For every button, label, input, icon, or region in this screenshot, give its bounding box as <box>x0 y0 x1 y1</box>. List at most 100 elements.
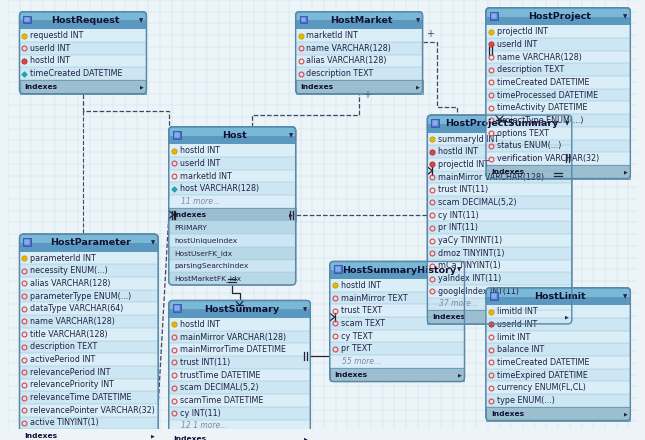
Text: ▼: ▼ <box>457 268 462 273</box>
Text: activePeriod INT: activePeriod INT <box>30 355 95 364</box>
Bar <box>295 42 422 55</box>
Bar <box>486 76 630 89</box>
Text: HostSummary: HostSummary <box>204 305 279 314</box>
Text: timeCreated DATETIME: timeCreated DATETIME <box>497 78 589 87</box>
Text: trust INT(11): trust INT(11) <box>179 358 230 367</box>
Bar <box>330 270 464 279</box>
Bar <box>486 381 630 394</box>
FancyBboxPatch shape <box>486 8 630 179</box>
Bar <box>428 158 571 171</box>
Bar <box>169 221 295 234</box>
Bar <box>295 67 422 80</box>
Text: Indexes: Indexes <box>25 433 57 439</box>
Text: timeExpired DATETIME: timeExpired DATETIME <box>497 370 588 380</box>
Text: hostUniqueIndex: hostUniqueIndex <box>175 238 238 243</box>
Bar <box>295 21 422 29</box>
Text: userId INT: userId INT <box>497 40 537 49</box>
Text: status ENUM(...): status ENUM(...) <box>497 141 561 150</box>
Text: hostId INT: hostId INT <box>179 146 219 155</box>
Text: timeCreated DATETIME: timeCreated DATETIME <box>497 358 589 367</box>
Text: +: + <box>363 90 371 99</box>
Text: yaIndex INT(11): yaIndex INT(11) <box>438 274 501 283</box>
Text: HostUserFK_idx: HostUserFK_idx <box>175 250 233 257</box>
Bar <box>432 120 438 126</box>
Text: Indexes: Indexes <box>174 212 207 218</box>
Text: projectId INT: projectId INT <box>438 160 489 169</box>
Text: hostId INT: hostId INT <box>438 147 478 156</box>
Bar <box>428 272 571 285</box>
Bar <box>428 285 571 297</box>
FancyBboxPatch shape <box>330 261 464 279</box>
Text: ▶: ▶ <box>304 436 307 440</box>
Bar <box>23 15 31 23</box>
Text: relevancePriority INT: relevancePriority INT <box>30 381 114 389</box>
FancyBboxPatch shape <box>169 127 295 285</box>
Bar <box>330 279 464 292</box>
Bar <box>169 331 310 344</box>
Text: name VARCHAR(128): name VARCHAR(128) <box>306 44 392 53</box>
Text: ▼: ▼ <box>139 18 144 23</box>
Text: ▼: ▼ <box>151 240 155 246</box>
Text: ▶: ▶ <box>152 434 155 439</box>
Text: scam DECIMAL(5,2): scam DECIMAL(5,2) <box>438 198 517 207</box>
Text: limitId INT: limitId INT <box>497 307 537 316</box>
FancyBboxPatch shape <box>428 115 571 324</box>
Text: projectId INT: projectId INT <box>497 27 548 36</box>
Text: Indexes: Indexes <box>335 372 368 378</box>
Bar <box>169 157 295 170</box>
Text: HostRequest: HostRequest <box>51 16 119 25</box>
Bar <box>330 292 464 304</box>
FancyBboxPatch shape <box>295 12 422 94</box>
Bar <box>490 292 498 300</box>
Bar <box>169 381 310 394</box>
Text: ▼: ▼ <box>565 121 569 126</box>
Text: mainMirror TEXT: mainMirror TEXT <box>341 293 407 303</box>
FancyBboxPatch shape <box>486 288 630 421</box>
FancyBboxPatch shape <box>428 115 571 133</box>
Bar <box>169 144 295 157</box>
Text: HostSummaryHistory: HostSummaryHistory <box>342 266 456 275</box>
Bar <box>486 305 630 318</box>
Bar <box>428 183 571 196</box>
Text: necessity ENUM(...): necessity ENUM(...) <box>30 266 108 275</box>
Bar <box>169 260 295 272</box>
Text: PRIMARY: PRIMARY <box>175 225 208 231</box>
Bar <box>486 356 630 369</box>
Text: ▶: ▶ <box>624 169 628 174</box>
Bar <box>19 42 146 55</box>
Bar <box>19 404 158 417</box>
Bar <box>428 171 571 183</box>
Bar <box>19 417 158 429</box>
Bar <box>428 209 571 221</box>
Bar <box>19 243 158 252</box>
Bar <box>295 55 422 67</box>
Bar <box>19 315 158 328</box>
Bar <box>169 407 310 420</box>
Bar <box>19 341 158 353</box>
Text: Indexes: Indexes <box>174 436 207 440</box>
FancyBboxPatch shape <box>19 12 146 29</box>
Bar <box>169 356 310 369</box>
Text: projectType ENUM(...): projectType ENUM(...) <box>497 116 583 125</box>
Bar <box>19 328 158 341</box>
Text: Indexes: Indexes <box>25 84 57 90</box>
Bar <box>169 144 295 208</box>
Bar <box>428 196 571 209</box>
Bar <box>428 133 571 310</box>
Text: relevancePeriod INT: relevancePeriod INT <box>30 368 111 377</box>
Bar <box>19 29 146 42</box>
Text: alias VARCHAR(128): alias VARCHAR(128) <box>306 56 387 66</box>
Bar <box>428 145 571 158</box>
Bar <box>486 89 630 102</box>
Bar <box>169 318 310 432</box>
FancyBboxPatch shape <box>19 234 158 440</box>
Text: googleIndex INT(11): googleIndex INT(11) <box>438 287 519 296</box>
Text: scam DECIMAL(5,2): scam DECIMAL(5,2) <box>179 383 258 392</box>
Bar <box>330 317 464 330</box>
Bar <box>428 234 571 247</box>
Bar <box>25 17 30 22</box>
Text: timeActivity DATETIME: timeActivity DATETIME <box>497 103 587 112</box>
Bar <box>19 353 158 366</box>
Text: HostProjectSummary: HostProjectSummary <box>445 119 558 128</box>
Bar <box>301 17 306 22</box>
